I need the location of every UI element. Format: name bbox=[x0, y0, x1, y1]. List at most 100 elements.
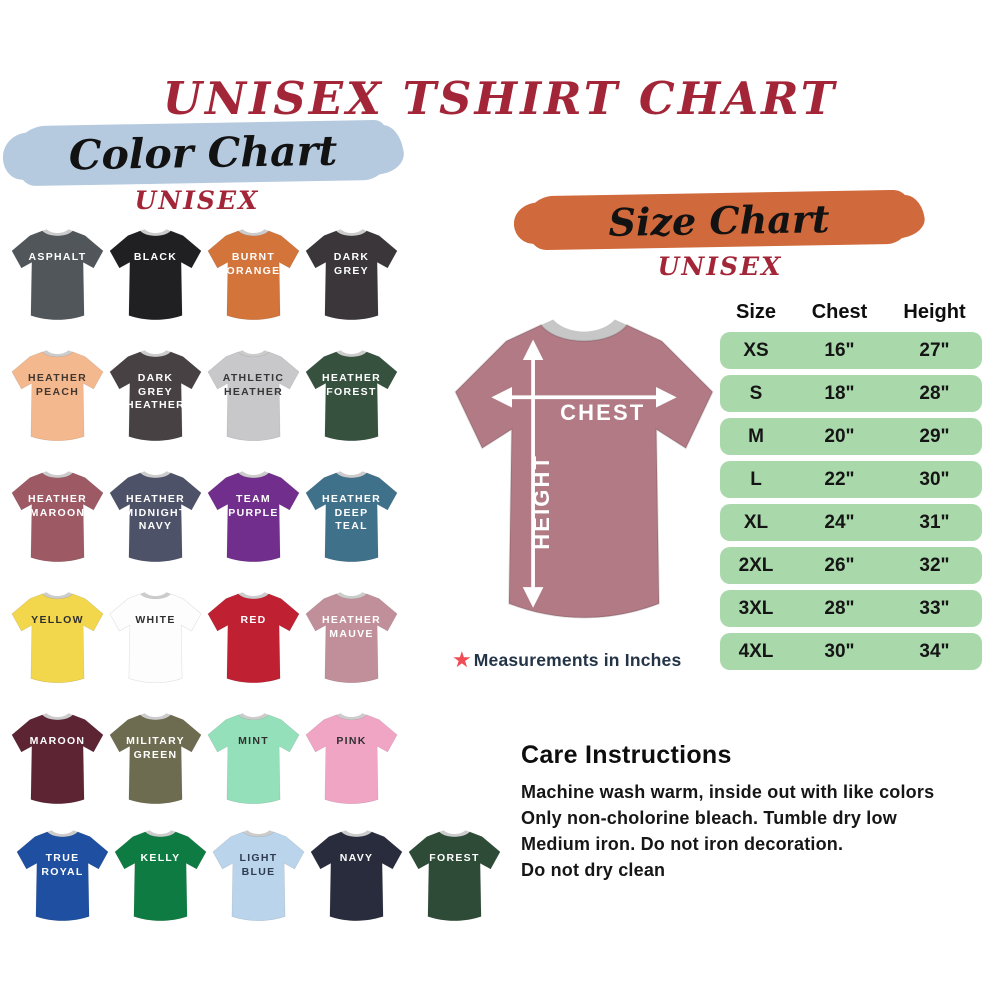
color-chart-subheading: UNISEX bbox=[134, 186, 260, 215]
tshirt-icon bbox=[114, 830, 207, 922]
color-swatch-label: NAVY bbox=[339, 852, 374, 864]
color-swatch-shirt: YELLOW bbox=[10, 587, 105, 697]
care-instructions-body: Machine wash warm, inside out with like … bbox=[521, 779, 991, 883]
measurement-diagram: CHEST HEIGHT bbox=[450, 303, 718, 647]
measurements-note: ★ Measurements in Inches bbox=[452, 649, 742, 671]
care-instruction-line: Only non-cholorine bleach. Tumble dry lo… bbox=[521, 808, 897, 828]
color-swatch-label: WHITE bbox=[135, 614, 176, 626]
color-swatch-label: HEATHER MAUVE bbox=[321, 614, 382, 640]
size-cell: M bbox=[748, 425, 764, 447]
tshirt-icon bbox=[11, 471, 104, 563]
tshirt-icon bbox=[11, 229, 104, 321]
chest-arrow-label: CHEST bbox=[560, 400, 645, 425]
chest-cell: 28" bbox=[824, 597, 855, 619]
measurements-note-text: Measurements in Inches bbox=[473, 649, 682, 670]
size-chart-subheading: UNISEX bbox=[657, 252, 783, 281]
size-chart-heading-brush: Size Chart bbox=[527, 189, 911, 251]
height-cell: 28" bbox=[919, 382, 950, 404]
tshirt-icon bbox=[109, 350, 202, 442]
color-swatch-shirt: HEATHER MAROON bbox=[10, 466, 105, 576]
size-table-row: 4XL 30" 34" bbox=[720, 633, 982, 670]
chest-cell: 18" bbox=[824, 382, 855, 404]
chest-cell: 24" bbox=[824, 511, 855, 533]
color-swatch-shirt: HEATHER MIDNIGHT NAVY bbox=[108, 466, 203, 576]
tshirt-icon bbox=[305, 229, 398, 321]
color-swatch-shirt: HEATHER MAUVE bbox=[304, 587, 399, 697]
care-instruction-line: Do not dry clean bbox=[521, 860, 666, 880]
height-cell: 33" bbox=[919, 597, 950, 619]
height-cell: 27" bbox=[919, 339, 950, 361]
color-swatch-label: DARK GREY bbox=[333, 251, 370, 277]
color-swatch-shirt: HEATHER FOREST bbox=[304, 345, 399, 455]
tshirt-icon bbox=[109, 471, 202, 563]
chest-cell: 26" bbox=[824, 554, 855, 576]
color-swatch-shirt: MILITARY GREEN bbox=[108, 708, 203, 818]
color-swatch-label: TEAM PURPLE bbox=[228, 493, 279, 519]
color-swatch-label: KELLY bbox=[140, 852, 181, 864]
page-title: UNISEX TSHIRT CHART bbox=[162, 72, 838, 126]
chest-cell: 30" bbox=[824, 640, 855, 662]
color-chart-heading-brush: Color Chart bbox=[16, 119, 390, 187]
size-cell: S bbox=[749, 382, 763, 404]
color-swatch-shirt: FOREST bbox=[407, 825, 502, 935]
tshirt-icon bbox=[109, 592, 202, 684]
color-swatch-shirt: PINK bbox=[304, 708, 399, 818]
color-swatch-label: HEATHER MIDNIGHT NAVY bbox=[124, 493, 187, 532]
care-instructions-heading: Care Instructions bbox=[521, 741, 732, 769]
size-chart-heading: Size Chart bbox=[608, 195, 830, 245]
tshirt-icon bbox=[305, 713, 398, 805]
care-instruction-line: Medium iron. Do not iron decoration. bbox=[521, 834, 844, 854]
color-swatch-shirt: LIGHT BLUE bbox=[211, 825, 306, 935]
size-table-header: Size Chest Height bbox=[720, 301, 982, 324]
color-swatch-shirt: WHITE bbox=[108, 587, 203, 697]
color-swatch-shirt: BLACK bbox=[108, 224, 203, 334]
color-swatch-bottom-row: TRUE ROYAL KELLY LIGHT BLUE NAVY FOREST bbox=[15, 825, 502, 935]
tshirt-icon bbox=[207, 471, 300, 563]
size-cell: XL bbox=[743, 511, 769, 533]
chest-column-header: Chest bbox=[811, 301, 868, 323]
tshirt-icon bbox=[207, 229, 300, 321]
size-cell: 4XL bbox=[738, 640, 774, 662]
color-swatch-grid: ASPHALT BLACK BURNT ORANGE DARK GREY HEA… bbox=[10, 224, 402, 829]
size-column-header: Size bbox=[735, 301, 777, 323]
color-swatch-label: MILITARY GREEN bbox=[126, 735, 185, 761]
tshirt-icon bbox=[11, 713, 104, 805]
size-table: Size Chest Height XS 16" 27" S 18" 28" M… bbox=[720, 301, 982, 676]
size-cell: 3XL bbox=[738, 597, 774, 619]
size-cell: XS bbox=[743, 339, 769, 361]
tshirt-icon bbox=[305, 471, 398, 563]
chest-cell: 20" bbox=[824, 425, 855, 447]
star-icon: ★ bbox=[452, 647, 472, 672]
size-table-row: S 18" 28" bbox=[720, 375, 982, 412]
tshirt-icon bbox=[305, 350, 398, 442]
color-swatch-label: HEATHER FOREST bbox=[321, 372, 382, 398]
size-table-row: XS 16" 27" bbox=[720, 332, 982, 369]
color-swatch-shirt: ATHLETIC HEATHER bbox=[206, 345, 301, 455]
color-swatch-shirt: TEAM PURPLE bbox=[206, 466, 301, 576]
size-cell: 2XL bbox=[738, 554, 774, 576]
color-swatch-label: FOREST bbox=[429, 852, 480, 864]
height-column-header: Height bbox=[903, 301, 966, 323]
size-table-row: 3XL 28" 33" bbox=[720, 590, 982, 627]
color-swatch-shirt: MAROON bbox=[10, 708, 105, 818]
color-swatch-shirt: HEATHER PEACH bbox=[10, 345, 105, 455]
color-swatch-label: HEATHER PEACH bbox=[27, 372, 88, 398]
color-swatch-label: HEATHER DEEP TEAL bbox=[321, 493, 382, 532]
color-swatch-label: TRUE ROYAL bbox=[41, 852, 84, 878]
tshirt-icon bbox=[11, 350, 104, 442]
color-swatch-label: DARK GREY HEATHER bbox=[125, 372, 186, 411]
color-swatch-label: BLACK bbox=[133, 251, 178, 263]
color-swatch-label: MINT bbox=[238, 735, 269, 747]
color-swatch-shirt: KELLY bbox=[113, 825, 208, 935]
color-swatch-label: MAROON bbox=[29, 735, 86, 747]
chest-cell: 16" bbox=[824, 339, 855, 361]
size-table-row: XL 24" 31" bbox=[720, 504, 982, 541]
tshirt-collar bbox=[541, 319, 627, 341]
color-swatch-label: ASPHALT bbox=[28, 251, 87, 263]
tshirt-icon bbox=[109, 229, 202, 321]
height-cell: 29" bbox=[919, 425, 950, 447]
tshirt-icon bbox=[207, 350, 300, 442]
tshirt-icon bbox=[305, 592, 398, 684]
color-swatch-label: YELLOW bbox=[31, 614, 84, 626]
